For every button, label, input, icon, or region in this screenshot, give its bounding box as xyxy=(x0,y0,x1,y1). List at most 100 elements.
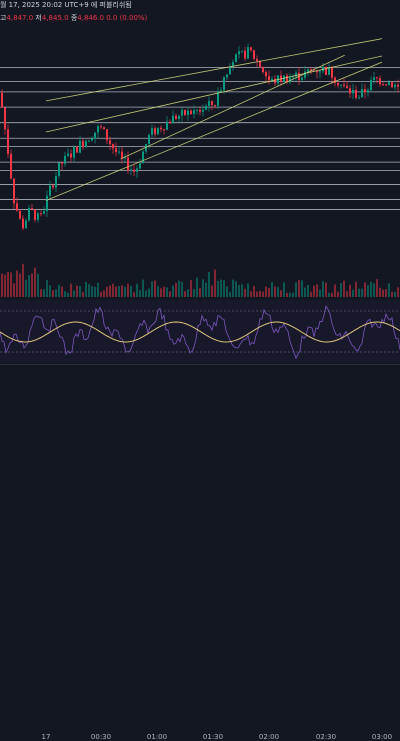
volume-bar xyxy=(262,291,264,297)
candle-body xyxy=(382,84,384,86)
volume-bar xyxy=(166,287,168,297)
volume-bar xyxy=(214,269,216,297)
volume-bar xyxy=(46,280,48,297)
volume-bar xyxy=(196,277,198,297)
volume-bar xyxy=(379,287,381,297)
volume-bar xyxy=(85,281,87,297)
price-chart[interactable] xyxy=(0,0,400,364)
volume-bar xyxy=(67,292,69,297)
candle-body xyxy=(40,213,42,215)
volume-bar xyxy=(22,263,24,297)
candle-body xyxy=(31,208,33,210)
candle-body xyxy=(304,71,306,78)
candle-body xyxy=(79,140,81,153)
candle-body xyxy=(184,109,186,116)
volume-bar xyxy=(55,289,57,297)
volume-bar xyxy=(307,284,309,297)
trendline xyxy=(45,61,383,201)
volume-bar xyxy=(244,288,246,297)
candle-body xyxy=(253,50,255,59)
time-axis[interactable]: 17 00:30 01:00 01:30 02:00 02:30 03:00 xyxy=(0,364,400,741)
volume-bar xyxy=(190,280,192,297)
candle-body xyxy=(220,90,222,92)
candle-body xyxy=(394,84,396,88)
volume-bar xyxy=(76,285,78,297)
candle-body xyxy=(217,91,219,106)
volume-bar xyxy=(40,289,42,297)
candle-body xyxy=(160,127,162,130)
volume-bar xyxy=(373,283,375,297)
volume-bar xyxy=(184,291,186,297)
volume-bar xyxy=(58,284,60,297)
candle-body xyxy=(373,77,375,80)
volume-bar xyxy=(397,287,399,297)
candle-body xyxy=(205,105,207,110)
candle-body xyxy=(271,78,273,81)
volume-bar xyxy=(322,281,324,297)
volume-bar xyxy=(94,286,96,297)
volume-bar xyxy=(238,285,240,297)
volume-bar xyxy=(292,292,294,297)
candle-body xyxy=(331,67,333,78)
volume-bar xyxy=(73,290,75,297)
volume-bar xyxy=(169,291,171,297)
volume-bar xyxy=(145,290,147,297)
volume-bar xyxy=(91,286,93,297)
time-label-17: 17 xyxy=(41,733,51,741)
volume-bar xyxy=(226,286,228,297)
volume-bar xyxy=(199,288,201,297)
volume-bar xyxy=(220,279,222,297)
volume-bar xyxy=(202,279,204,297)
volume-bar xyxy=(97,282,99,297)
candle-body xyxy=(7,129,9,154)
volume-bar xyxy=(280,290,282,297)
candle-body xyxy=(13,178,15,204)
candle-body xyxy=(166,121,168,130)
candle-body xyxy=(67,153,69,156)
volume-bar xyxy=(346,291,348,297)
candle-body xyxy=(229,66,231,75)
candle-body xyxy=(343,84,345,86)
candle-body xyxy=(49,185,51,196)
volume-bar xyxy=(355,281,357,297)
volume-bar xyxy=(235,281,237,297)
volume-bar xyxy=(37,273,39,297)
volume-bar xyxy=(337,291,339,297)
volume-bar xyxy=(25,279,27,297)
candle-body xyxy=(208,101,210,106)
volume-bar xyxy=(136,283,138,297)
volume-bar xyxy=(112,283,114,297)
trendline xyxy=(45,38,383,102)
volume-bar xyxy=(127,283,129,297)
volume-bar xyxy=(88,284,90,297)
candle-body xyxy=(232,62,234,67)
candle-body xyxy=(127,157,129,171)
candle-body xyxy=(352,89,354,94)
candle-body xyxy=(106,129,108,141)
candle-body xyxy=(52,185,54,188)
candle-body xyxy=(190,110,192,115)
candle-body xyxy=(334,77,336,83)
volume-bar xyxy=(13,283,15,297)
candle-body xyxy=(85,140,87,147)
volume-bar xyxy=(121,285,123,297)
candle-body xyxy=(397,84,399,87)
candle-body xyxy=(64,155,66,164)
publish-info: 월 17, 2025 20:02 UTC+9 에 퍼블리쉬됨 xyxy=(0,1,132,9)
volume-bar xyxy=(193,289,195,297)
candle-body xyxy=(340,84,342,86)
low-label: 저 xyxy=(35,14,42,22)
volume-bar xyxy=(388,283,390,297)
candle-body xyxy=(367,90,369,93)
candle-body xyxy=(328,67,330,75)
volume-bar xyxy=(289,292,291,297)
volume-bar xyxy=(286,292,288,297)
candle-body xyxy=(391,82,393,88)
candle-body xyxy=(16,203,18,211)
low-value: 4,845.0 xyxy=(41,14,69,22)
volume-bar xyxy=(133,292,135,297)
candle-body xyxy=(196,109,198,111)
volume-bar xyxy=(31,273,33,297)
candle-body xyxy=(142,151,144,164)
candle-body xyxy=(103,127,105,130)
